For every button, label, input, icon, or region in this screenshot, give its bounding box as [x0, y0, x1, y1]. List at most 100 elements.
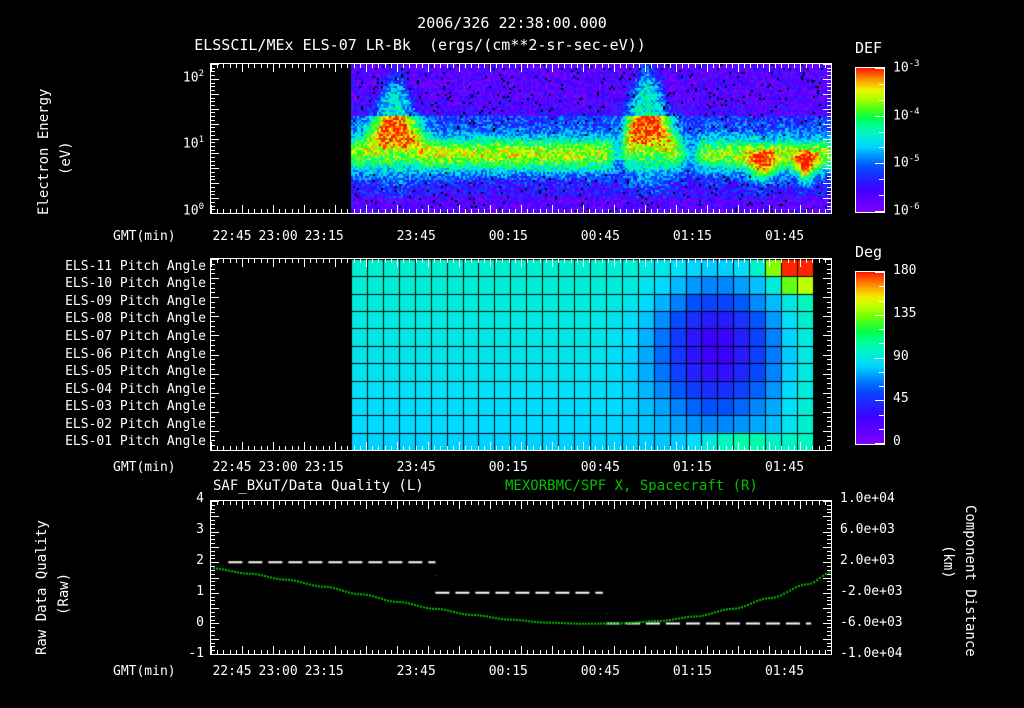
xtick-label: 01:15 — [672, 229, 713, 244]
axis-tick — [341, 501, 343, 505]
axis-tick — [508, 64, 510, 68]
colorbar-tick — [879, 414, 885, 416]
axis-tick — [827, 378, 831, 380]
axis-tick — [490, 501, 491, 509]
axis-tick — [403, 259, 405, 263]
axis-tick — [823, 297, 831, 299]
axis-tick — [211, 383, 215, 385]
spectrogram-panel[interactable] — [210, 63, 832, 214]
axis-tick — [769, 205, 770, 213]
axis-tick — [223, 209, 225, 213]
axis-tick — [328, 446, 330, 450]
axis-tick — [211, 112, 215, 114]
axis-tick — [626, 446, 628, 450]
pitch-angle-panel[interactable] — [210, 258, 832, 451]
axis-tick — [827, 364, 831, 366]
pitch-angle-image — [211, 259, 831, 450]
axis-tick — [583, 646, 584, 654]
axis-tick — [583, 259, 584, 267]
axis-tick — [750, 501, 752, 505]
axis-tick — [211, 198, 219, 200]
axis-tick — [415, 446, 417, 450]
axis-tick — [762, 209, 764, 213]
axis-tick — [440, 209, 442, 213]
axis-tick — [366, 501, 367, 509]
axis-tick — [211, 205, 212, 213]
colorbar-tick — [879, 179, 885, 181]
axis-tick — [818, 650, 820, 654]
axis-tick — [260, 446, 262, 450]
axis-tick — [823, 168, 831, 170]
axis-tick — [235, 501, 237, 505]
axis-tick — [827, 292, 831, 294]
pitch-xaxis-label: GMT(min) — [113, 460, 176, 475]
axis-tick — [211, 123, 219, 125]
axis-tick — [415, 64, 417, 68]
axis-tick — [558, 650, 560, 654]
axis-tick — [211, 604, 215, 606]
axis-tick — [824, 446, 826, 450]
axis-tick — [713, 64, 715, 68]
axis-tick — [663, 650, 665, 654]
axis-tick — [823, 213, 831, 214]
axis-tick — [700, 259, 702, 263]
axis-tick — [211, 535, 215, 537]
pitch-row-label: ELS-01 Pitch Angle — [65, 434, 206, 450]
axis-tick — [545, 259, 547, 263]
axis-tick — [211, 573, 215, 575]
axis-tick — [483, 64, 485, 68]
axis-tick — [465, 501, 467, 505]
xtick-label: 01:15 — [672, 460, 713, 475]
axis-tick — [409, 446, 411, 450]
axis-tick — [827, 508, 831, 510]
axis-tick — [823, 153, 831, 155]
axis-tick — [490, 646, 491, 654]
axis-tick — [248, 446, 250, 450]
line-ytick-left: -1 — [188, 646, 204, 661]
axis-tick — [254, 650, 256, 654]
line-ytick-right: -1.0e+04 — [840, 646, 903, 661]
axis-tick — [827, 104, 831, 106]
xtick-label: 23:00 — [258, 664, 298, 679]
axis-tick — [669, 650, 671, 654]
axis-tick — [211, 566, 215, 568]
axis-tick — [521, 501, 522, 509]
axis-tick — [452, 650, 454, 654]
axis-tick — [372, 209, 374, 213]
axis-tick — [823, 654, 831, 655]
axis-tick — [266, 259, 268, 263]
axis-tick — [827, 97, 831, 99]
axis-tick — [508, 650, 510, 654]
axis-tick — [700, 501, 702, 505]
axis-tick — [446, 209, 448, 213]
axis-tick — [781, 259, 783, 263]
axis-tick — [769, 259, 770, 267]
axis-tick — [514, 64, 516, 68]
axis-tick — [242, 501, 243, 509]
axis-tick — [465, 64, 467, 68]
axis-tick — [827, 172, 831, 174]
axis-tick — [316, 501, 318, 505]
spectrogram-xaxis-label: GMT(min) — [113, 229, 176, 244]
axis-tick — [707, 259, 708, 267]
axis-tick — [750, 209, 752, 213]
axis-tick — [390, 501, 392, 505]
axis-tick — [719, 259, 721, 263]
axis-tick — [502, 650, 504, 654]
line-plot-panel[interactable] — [210, 500, 832, 655]
axis-tick — [496, 501, 498, 505]
xtick-label: 23:15 — [304, 460, 344, 475]
axis-tick — [229, 501, 231, 505]
axis-tick — [211, 287, 215, 289]
colorbar-tick-label: 10-6 — [893, 202, 920, 219]
axis-tick — [713, 446, 715, 450]
axis-tick — [756, 446, 758, 450]
axis-tick — [676, 501, 677, 509]
axis-tick — [812, 64, 814, 68]
axis-tick — [397, 442, 398, 450]
axis-tick — [827, 615, 831, 617]
axis-tick — [235, 650, 237, 654]
xtick-label: 23:15 — [304, 229, 344, 244]
axis-tick — [254, 259, 256, 263]
axis-tick — [211, 445, 215, 447]
